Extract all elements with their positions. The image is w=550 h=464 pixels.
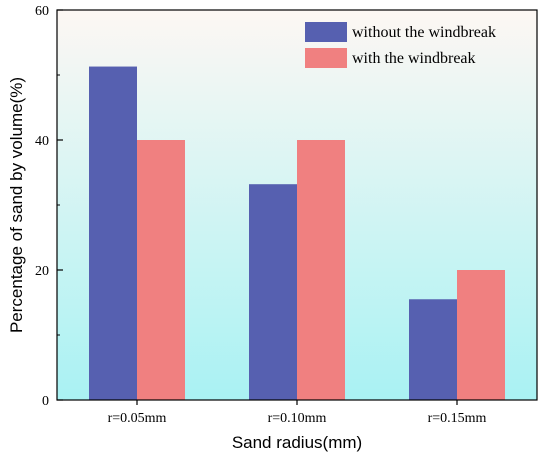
bar-with-windbreak-2 — [457, 270, 505, 400]
bar-without-windbreak-0 — [89, 66, 137, 401]
bar-with-windbreak-1 — [297, 140, 345, 400]
x-axis-title: Sand radius(mm) — [232, 433, 362, 452]
bar-without-windbreak-2 — [409, 299, 457, 400]
bar-with-windbreak-0 — [137, 140, 185, 400]
x-tick-label: r=0.10mm — [268, 411, 327, 426]
bar-without-windbreak-1 — [249, 184, 297, 400]
x-tick-label: r=0.15mm — [428, 411, 487, 426]
legend-label-with-windbreak: with the windbreak — [352, 50, 476, 67]
legend-swatch-with-windbreak — [305, 48, 347, 68]
y-tick-label: 60 — [35, 4, 49, 19]
y-tick-label: 0 — [42, 394, 49, 409]
legend-swatch-without-windbreak — [305, 22, 347, 42]
legend: without the windbreak with the windbreak — [305, 22, 496, 68]
y-tick-label: 20 — [35, 264, 49, 279]
y-axis-title: Percentage of sand by volume(%) — [7, 77, 26, 333]
legend-label-without-windbreak: without the windbreak — [352, 24, 496, 41]
bars-layer — [89, 66, 505, 401]
x-tick-label: r=0.05mm — [108, 411, 167, 426]
axes-layer: 0 20 40 60 r=0.05mm r=0.10mm r=0.15mm — [35, 4, 487, 426]
y-tick-label: 40 — [35, 134, 49, 149]
